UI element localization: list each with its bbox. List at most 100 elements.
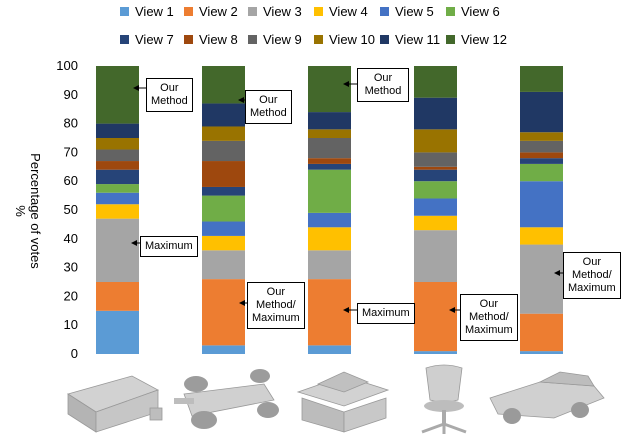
legend-item: View 6 xyxy=(446,4,500,19)
annotation-arrowhead xyxy=(133,85,139,91)
bar-segment xyxy=(414,166,457,170)
y-tick-label: 0 xyxy=(71,346,78,361)
annotation-arrowhead xyxy=(343,81,349,87)
bar-segment xyxy=(308,66,351,113)
bar-segment xyxy=(202,140,245,162)
legend-item: View 7 xyxy=(120,32,174,47)
annotation-box: Our Method/ Maximum xyxy=(460,294,518,341)
bar-segment xyxy=(520,152,563,159)
bar-segment xyxy=(308,212,351,228)
bar-segment xyxy=(202,345,245,354)
bar-segment xyxy=(520,140,563,153)
bar-segment xyxy=(520,132,563,141)
bar-segment xyxy=(202,279,245,346)
bar-segment xyxy=(520,181,563,228)
bar-segment xyxy=(308,129,351,138)
temple-thumbnail xyxy=(296,371,390,433)
legend-label: View 12 xyxy=(461,32,508,47)
bar-segment xyxy=(414,230,457,282)
race-car-thumbnail xyxy=(174,369,279,429)
bar-segment xyxy=(414,282,457,352)
y-tick-label: 20 xyxy=(64,288,78,303)
bar-segment xyxy=(96,218,139,282)
annotation-box: Our Method/ Maximum xyxy=(563,252,621,299)
y-tick-label: 80 xyxy=(64,116,78,131)
legend-label: View 3 xyxy=(263,4,302,19)
y-tick-label: 70 xyxy=(64,144,78,159)
bar-segment xyxy=(520,158,563,164)
legend-item: View 1 xyxy=(120,4,174,19)
legend-swatch xyxy=(184,35,193,44)
legend-item: View 5 xyxy=(380,4,434,19)
bar-segment xyxy=(202,250,245,280)
bar-segment xyxy=(520,227,563,245)
bar-segment xyxy=(202,186,245,196)
legend-item: View 2 xyxy=(184,4,238,19)
y-tick-label: 50 xyxy=(64,202,78,217)
bar-segment xyxy=(308,345,351,354)
y-tick-label: 30 xyxy=(64,260,78,275)
legend-item: View 12 xyxy=(446,32,507,47)
bar-segment xyxy=(202,161,245,187)
bar-segment xyxy=(308,163,351,170)
y-tick-label: 100 xyxy=(56,58,78,73)
bar-segment xyxy=(202,103,245,127)
bar-segment xyxy=(308,250,351,280)
legend-swatch xyxy=(248,35,257,44)
annotation-box: Our Method/ Maximum xyxy=(247,282,305,329)
legend-item: View 11 xyxy=(380,32,440,47)
legend-label: View 5 xyxy=(395,4,434,19)
bar-segment xyxy=(308,279,351,346)
bar-segment xyxy=(520,244,563,314)
legend-label: View 1 xyxy=(135,4,174,19)
legend-swatch xyxy=(314,35,323,44)
bar-segment xyxy=(308,138,351,159)
bar-segment xyxy=(520,66,563,92)
annotation-arrowhead xyxy=(238,97,244,103)
annotation-box: Maximum xyxy=(357,303,415,324)
bar-segment xyxy=(414,215,457,231)
bar-segment xyxy=(96,138,139,150)
annotation-arrowhead xyxy=(239,300,245,306)
y-tick-label: 90 xyxy=(64,87,78,102)
bar-segment xyxy=(202,66,245,104)
bar-segment xyxy=(308,158,351,164)
legend-swatch xyxy=(380,7,389,16)
legend-swatch xyxy=(446,7,455,16)
legend-swatch xyxy=(248,7,257,16)
bar-segment xyxy=(96,169,139,185)
annotation-box: Our Method xyxy=(245,90,292,124)
legend-label: View 4 xyxy=(329,4,368,19)
bar-segment xyxy=(96,123,139,138)
bar-segment xyxy=(202,126,245,141)
bar-segment xyxy=(414,351,457,354)
legend-item: View 3 xyxy=(248,4,302,19)
office-chair-thumbnail xyxy=(421,364,467,434)
y-tick-label: 60 xyxy=(64,173,78,188)
legend-item: View 4 xyxy=(314,4,368,19)
y-axis-label: Percentage of votes % xyxy=(13,153,43,269)
bar-segment xyxy=(96,192,139,205)
legend-label: View 11 xyxy=(395,32,441,47)
legend-item: View 8 xyxy=(184,32,238,47)
bar-segment xyxy=(308,227,351,251)
bar-segment xyxy=(96,282,139,311)
legend-label: View 6 xyxy=(461,4,500,19)
bar-segment xyxy=(414,198,457,216)
legend: View 1 View 2 View 3 View 4 View 5 View 6 View… xyxy=(0,0,626,60)
bar-segment xyxy=(96,184,139,193)
y-tick-label: 40 xyxy=(64,231,78,246)
bar-segment xyxy=(96,204,139,219)
legend-swatch xyxy=(380,35,389,44)
bar-segment xyxy=(96,66,139,124)
bar-segment xyxy=(520,163,563,182)
pickup-truck-thumbnail xyxy=(489,371,605,424)
legend-swatch xyxy=(314,7,323,16)
annotation-arrowhead xyxy=(449,307,455,313)
annotation-box: Our Method xyxy=(146,78,193,112)
bar-segment xyxy=(414,66,457,98)
bar-segment xyxy=(96,310,139,354)
bar-segment xyxy=(202,195,245,222)
annotation-arrowhead xyxy=(131,240,137,246)
